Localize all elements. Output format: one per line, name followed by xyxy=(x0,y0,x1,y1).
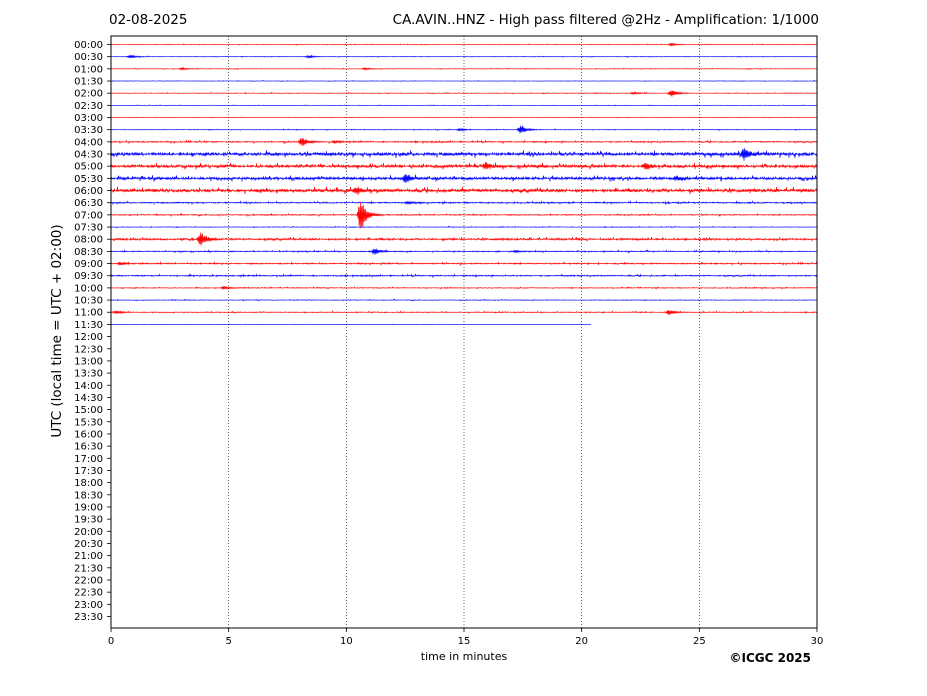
chart-date: 02-08-2025 xyxy=(109,12,188,28)
y-tick-label-1400: 14:00 xyxy=(74,381,103,392)
trace-1030 xyxy=(110,298,818,302)
x-tick-label-0: 0 xyxy=(108,636,114,647)
y-tick-label-0930: 09:30 xyxy=(74,271,103,282)
y-tick-label-1230: 12:30 xyxy=(74,344,103,355)
y-tick-label-2030: 20:30 xyxy=(74,539,103,550)
y-tick-label-0900: 09:00 xyxy=(74,259,103,270)
grid-lines xyxy=(228,36,700,628)
y-tick-label-1630: 16:30 xyxy=(74,442,103,453)
y-tick-label-0300: 03:00 xyxy=(74,113,103,124)
y-tick-label-2100: 21:00 xyxy=(74,551,103,562)
trace-0000 xyxy=(110,42,818,47)
trace-0900 xyxy=(110,260,818,267)
y-tick-label-1730: 17:30 xyxy=(74,466,103,477)
y-tick-label-1430: 14:30 xyxy=(74,393,103,404)
trace-1000 xyxy=(110,286,818,290)
trace-0130 xyxy=(110,80,818,82)
trace-0700 xyxy=(110,201,818,229)
trace-0400 xyxy=(110,138,818,147)
trace-0530 xyxy=(110,174,818,184)
y-tick-label-0030: 00:30 xyxy=(74,52,103,63)
y-tick-label-0430: 04:30 xyxy=(74,150,103,161)
y-tick-label-1130: 11:30 xyxy=(74,320,103,331)
trace-0600 xyxy=(110,186,818,196)
y-tick-label-1330: 13:30 xyxy=(74,369,103,380)
trace-0430 xyxy=(110,148,818,162)
y-tick-label-1530: 15:30 xyxy=(74,417,103,428)
y-tick-label-1000: 10:00 xyxy=(74,283,103,294)
y-tick-label-1900: 19:00 xyxy=(74,502,103,513)
trace-1100 xyxy=(110,309,818,315)
y-tick-label-0800: 08:00 xyxy=(74,235,103,246)
y-tick-label-1930: 19:30 xyxy=(74,515,103,526)
y-tick-label-1600: 16:00 xyxy=(74,429,103,440)
chart-title: CA.AVIN..HNZ - High pass filtered @2Hz -… xyxy=(392,12,819,28)
trace-0100 xyxy=(110,66,818,71)
y-tick-label-0500: 05:00 xyxy=(74,162,103,173)
x-tick-label-20: 20 xyxy=(575,636,588,647)
trace-1130 xyxy=(110,323,592,326)
y-tick-label-1500: 15:00 xyxy=(74,405,103,416)
x-tick-label-15: 15 xyxy=(458,636,471,647)
y-tick-label-0400: 04:00 xyxy=(74,137,103,148)
y-tick-label-0100: 01:00 xyxy=(74,64,103,75)
y-tick-label-0000: 00:00 xyxy=(74,40,103,51)
y-tick-label-0600: 06:00 xyxy=(74,186,103,197)
y-tick-label-0700: 07:00 xyxy=(74,210,103,221)
y-tick-label-2300: 23:00 xyxy=(74,600,103,611)
trace-0930 xyxy=(110,273,818,279)
trace-0730 xyxy=(110,225,818,229)
y-tick-label-1830: 18:30 xyxy=(74,490,103,501)
y-tick-label-2200: 22:00 xyxy=(74,575,103,586)
y-tick-label-2330: 23:30 xyxy=(74,612,103,623)
y-tick-label-1700: 17:00 xyxy=(74,454,103,465)
x-tick-label-10: 10 xyxy=(340,636,353,647)
y-tick-label-1300: 13:00 xyxy=(74,356,103,367)
trace-0500 xyxy=(110,162,818,170)
y-tick-label-2130: 21:30 xyxy=(74,563,103,574)
trace-0300 xyxy=(110,116,818,119)
plot-frame xyxy=(110,35,818,629)
y-tick-label-0130: 01:30 xyxy=(74,77,103,88)
y-tick-label-0830: 08:30 xyxy=(74,247,103,258)
x-tick-label-5: 5 xyxy=(225,636,231,647)
y-tick-label-1030: 10:30 xyxy=(74,296,103,307)
y-tick-label-2000: 20:00 xyxy=(74,527,103,538)
trace-layer xyxy=(110,42,818,326)
y-tick-label-0730: 07:30 xyxy=(74,223,103,234)
y-tick-label-1800: 18:00 xyxy=(74,478,103,489)
x-tick-label-25: 25 xyxy=(693,636,706,647)
trace-0200 xyxy=(110,90,818,97)
trace-0230 xyxy=(110,104,818,107)
y-tick-label-0330: 03:30 xyxy=(74,125,103,136)
y-tick-label-0530: 05:30 xyxy=(74,174,103,185)
y-tick-label-0200: 02:00 xyxy=(74,89,103,100)
y-tick-label-2230: 22:30 xyxy=(74,588,103,599)
trace-0800 xyxy=(110,232,818,246)
trace-0630 xyxy=(110,200,818,206)
trace-0330 xyxy=(110,125,818,134)
x-tick-label-30: 30 xyxy=(811,636,824,647)
trace-0830 xyxy=(110,248,818,255)
y-tick-label-0630: 06:30 xyxy=(74,198,103,209)
y-tick-label-1200: 12:00 xyxy=(74,332,103,343)
trace-0030 xyxy=(110,54,818,59)
y-tick-label-0230: 02:30 xyxy=(74,101,103,112)
y-tick-label-1100: 11:00 xyxy=(74,308,103,319)
x-axis-label: time in minutes xyxy=(420,650,508,663)
copyright-text: ©ICGC 2025 xyxy=(729,651,811,665)
